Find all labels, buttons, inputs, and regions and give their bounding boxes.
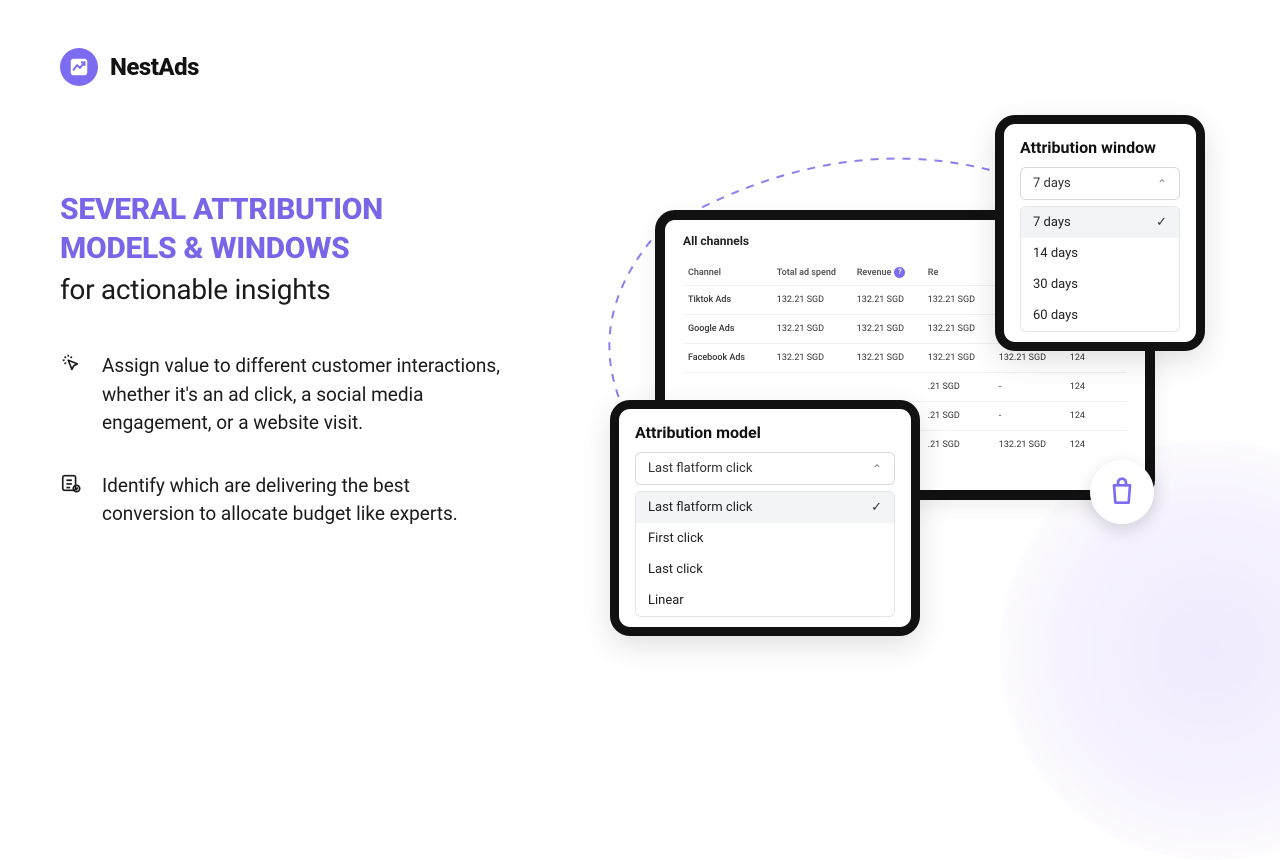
attribution-model-popover: Attribution model Last flatform click ⌃ …: [610, 400, 920, 636]
model-popover-title: Attribution model: [635, 423, 895, 442]
chevron-up-icon: ⌃: [872, 462, 882, 476]
chevron-up-icon: ⌃: [1157, 177, 1167, 191]
brand-logo: NestAds: [60, 48, 199, 86]
window-option[interactable]: 30 days: [1021, 269, 1179, 300]
bullet-2: Identify which are delivering the best c…: [60, 472, 500, 529]
window-select[interactable]: 7 days ⌃: [1020, 167, 1180, 200]
headline-accent-1: SEVERAL ATTRIBUTION: [60, 192, 383, 227]
brand-name: NestAds: [110, 53, 199, 81]
col-revenue: Revenue?: [852, 260, 923, 286]
col-revenue-2: Re: [923, 260, 994, 286]
model-option[interactable]: Linear: [636, 585, 894, 616]
window-option[interactable]: 60 days: [1021, 300, 1179, 331]
model-option[interactable]: Last click: [636, 554, 894, 585]
checklist-icon: [60, 472, 84, 529]
window-option[interactable]: 14 days: [1021, 238, 1179, 269]
model-select[interactable]: Last flatform click ⌃: [635, 452, 895, 485]
window-options: 7 days✓14 days30 days60 days: [1020, 206, 1180, 332]
table-row: .21 SGD-124: [683, 373, 1127, 402]
bullet-1: Assign value to different customer inter…: [60, 352, 500, 438]
col-channel: Channel: [683, 260, 772, 286]
bullet-1-text: Assign value to different customer inter…: [102, 352, 500, 438]
window-popover-title: Attribution window: [1020, 138, 1180, 157]
channel-link[interactable]: Tiktok Ads: [683, 286, 772, 315]
logo-icon: [60, 48, 98, 86]
shopping-bag-button[interactable]: [1090, 460, 1154, 524]
headline: SEVERAL ATTRIBUTION MODELS & WINDOWS for…: [60, 190, 500, 308]
attribution-window-popover: Attribution window 7 days ⌃ 7 days✓14 da…: [995, 115, 1205, 351]
cursor-click-icon: [60, 352, 84, 438]
hero-copy: SEVERAL ATTRIBUTION MODELS & WINDOWS for…: [60, 190, 500, 529]
headline-rest: for actionable insights: [60, 272, 500, 308]
channel-link[interactable]: Google Ads: [683, 315, 772, 344]
bullet-2-text: Identify which are delivering the best c…: [102, 472, 500, 529]
channel-link[interactable]: Facebook Ads: [683, 344, 772, 373]
info-icon[interactable]: ?: [894, 267, 905, 278]
model-option[interactable]: First click: [636, 523, 894, 554]
headline-accent-2: MODELS & WINDOWS: [60, 231, 349, 266]
model-selected-value: Last flatform click: [648, 461, 752, 476]
model-options: Last flatform click✓First clickLast clic…: [635, 491, 895, 617]
model-option[interactable]: Last flatform click✓: [636, 492, 894, 523]
check-icon: ✓: [1156, 215, 1167, 230]
col-spend: Total ad spend: [772, 260, 852, 286]
window-option[interactable]: 7 days✓: [1021, 207, 1179, 238]
check-icon: ✓: [871, 500, 882, 515]
window-selected-value: 7 days: [1033, 176, 1071, 191]
